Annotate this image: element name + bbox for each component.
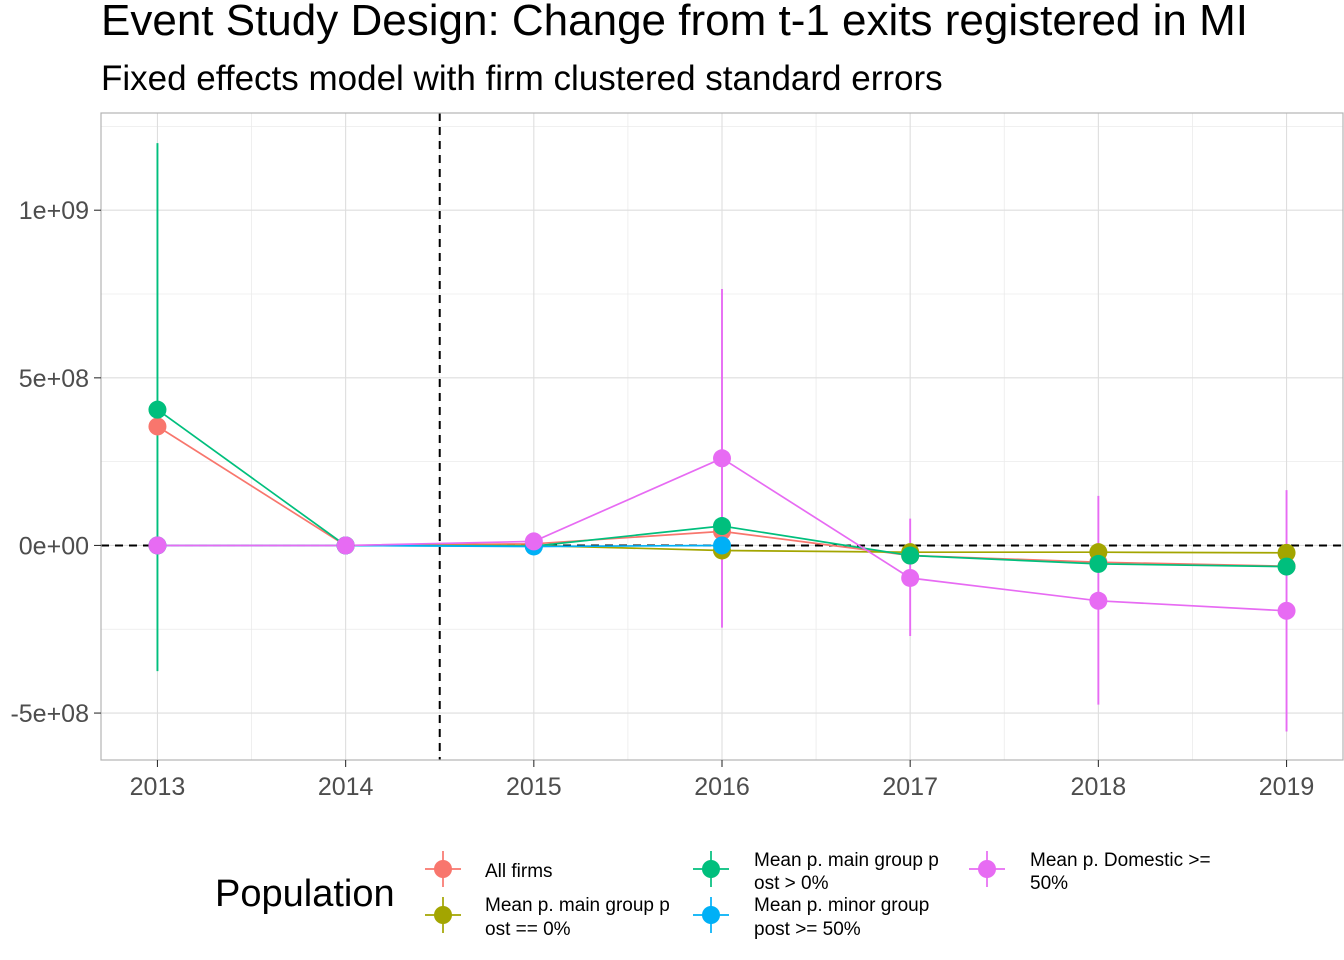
series-5-point: [713, 449, 731, 468]
series-5-point: [1089, 591, 1108, 610]
legend-item: Mean p. main group p ost == 0%: [425, 895, 670, 940]
legend-key-point: [702, 860, 720, 878]
x-tick-label: 2018: [1071, 773, 1127, 801]
series-5-point: [524, 532, 543, 551]
legend-item: Mean p. Domestic >= 50%: [969, 850, 1211, 894]
chart-subtitle: Fixed effects model with firm clustered …: [101, 59, 943, 98]
y-tick-label: 1e+09: [19, 197, 89, 225]
series-5-point: [336, 536, 355, 555]
series-3-point: [1089, 554, 1108, 573]
legend-key-point: [978, 860, 996, 878]
legend-item: Mean p. minor group post >= 50%: [693, 895, 929, 940]
y-tick-label: -5e+08: [10, 700, 89, 728]
series-1-point: [148, 417, 167, 436]
x-tick-label: 2019: [1259, 773, 1315, 801]
legend-label: Mean p. Domestic >= 50%: [1030, 850, 1211, 894]
x-tick-label: 2017: [882, 773, 938, 801]
series-5-point: [901, 568, 920, 587]
x-tick-label: 2014: [318, 773, 374, 801]
legend-key-point: [434, 860, 452, 878]
legend-key-point: [702, 906, 720, 924]
x-tick-label: 2015: [506, 773, 562, 801]
x-tick-label: 2016: [694, 773, 750, 801]
legend-label: All firms: [485, 861, 553, 882]
series-4-point: [713, 536, 731, 555]
series-3-point: [713, 517, 731, 536]
legend: Population All firms Mean p. main group p…: [215, 850, 1211, 940]
legend-key-point: [434, 906, 452, 924]
legend-item: All firms: [425, 851, 553, 887]
legend-label: Mean p. main group p ost == 0%: [485, 895, 670, 940]
series-points: [148, 400, 1296, 620]
series-5-point: [1277, 601, 1296, 620]
x-tick-label: 2013: [130, 773, 186, 801]
series-3-point: [148, 400, 167, 419]
series-2-point: [1277, 543, 1296, 562]
series-5-point: [148, 536, 167, 555]
legend-label: Mean p. main group p ost > 0%: [754, 850, 939, 894]
legend-title: Population: [215, 873, 395, 915]
y-tick-label: 5e+08: [19, 365, 89, 393]
y-tick-label: 0e+00: [19, 532, 89, 560]
chart-title: Event Study Design: Change from t-1 exit…: [101, 0, 1248, 45]
series-3-point: [1277, 557, 1296, 576]
legend-item: Mean p. main group p ost > 0%: [693, 850, 939, 894]
axes: 2013 2014 2015 2016 2017 2018 2019 1e+09 5e+08 0e…: [10, 197, 1314, 801]
legend-label: Mean p. minor group post >= 50%: [754, 895, 929, 940]
series-3-point: [901, 546, 920, 565]
